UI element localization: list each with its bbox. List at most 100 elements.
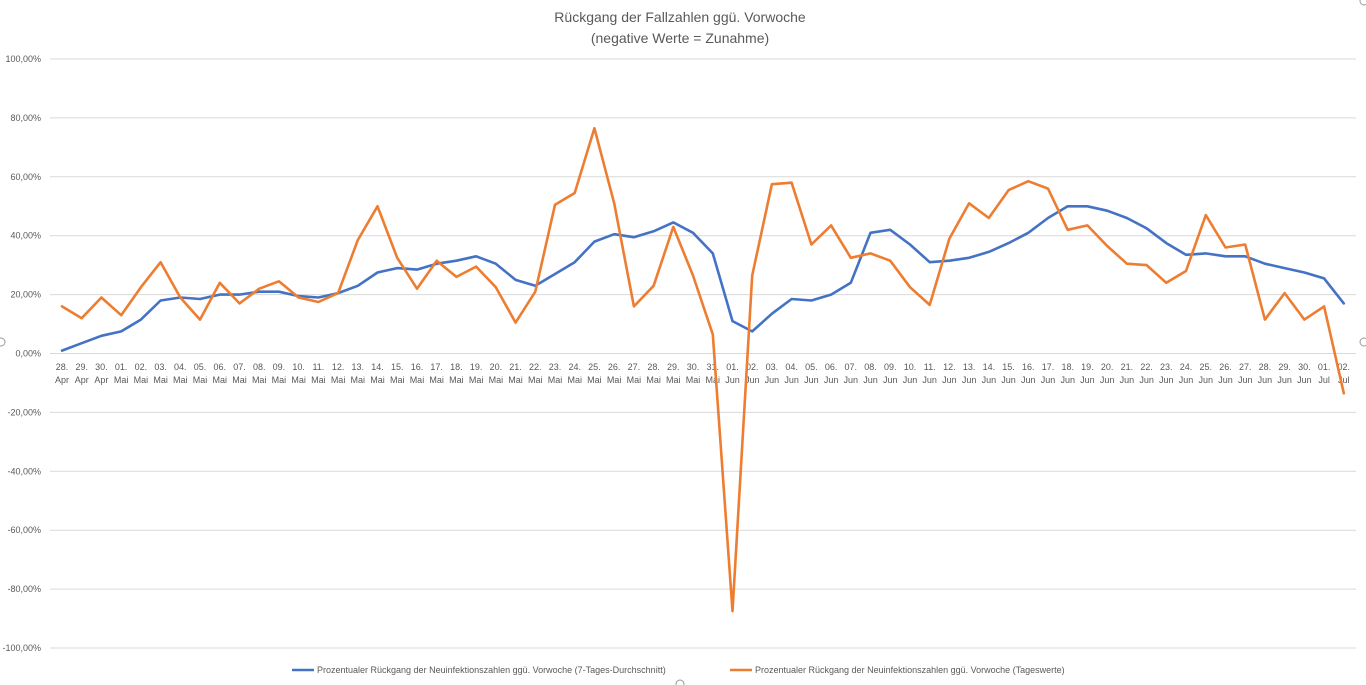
resize-handle-bottom[interactable] (675, 679, 685, 685)
x-tick-label-month: Mai (193, 375, 208, 385)
x-tick-label-month: Jun (1199, 375, 1214, 385)
x-tick-label-day: 28. (56, 362, 69, 372)
x-tick-label-month: Jun (1277, 375, 1292, 385)
x-tick-label-month: Jun (1238, 375, 1253, 385)
resize-handle-left[interactable] (0, 337, 6, 347)
x-tick-label-day: 18. (1061, 362, 1074, 372)
x-tick-label-day: 23. (1160, 362, 1173, 372)
x-tick-label-day: 19. (1081, 362, 1094, 372)
x-tick-label-month: Mai (390, 375, 405, 385)
x-tick-label-day: 17. (1042, 362, 1055, 372)
x-tick-label-month: Mai (351, 375, 366, 385)
x-tick-label-day: 07. (845, 362, 858, 372)
x-tick-label-month: Jun (982, 375, 997, 385)
x-tick-label-month: Mai (646, 375, 661, 385)
x-tick-label-day: 24. (1180, 362, 1193, 372)
x-tick-label-month: Mai (587, 375, 602, 385)
x-tick-label-day: 04. (174, 362, 187, 372)
x-tick-label-month: Apr (75, 375, 89, 385)
x-tick-label-day: 22. (529, 362, 542, 372)
x-tick-label-month: Jun (962, 375, 977, 385)
x-tick-label-month: Jun (1100, 375, 1115, 385)
x-tick-label-month: Mai (232, 375, 247, 385)
x-tick-label-month: Jun (1001, 375, 1016, 385)
x-tick-label-day: 05. (805, 362, 818, 372)
x-tick-label-month: Jun (1179, 375, 1194, 385)
x-tick-label-day: 16. (1022, 362, 1035, 372)
x-tick-label-day: 27. (628, 362, 641, 372)
x-tick-label-month: Mai (489, 375, 504, 385)
x-tick-label-month: Jun (883, 375, 898, 385)
x-tick-label-month: Jun (725, 375, 740, 385)
x-tick-label-day: 12. (943, 362, 956, 372)
x-tick-label-month: Jun (903, 375, 918, 385)
x-tick-label-day: 12. (332, 362, 345, 372)
x-tick-label-month: Mai (410, 375, 425, 385)
x-tick-label-month: Jul (1318, 375, 1330, 385)
y-tick-label: -80,00% (7, 584, 41, 594)
x-tick-label-month: Mai (114, 375, 129, 385)
x-tick-label-month: Mai (627, 375, 642, 385)
x-tick-label-month: Mai (134, 375, 149, 385)
x-tick-label-day: 25. (1200, 362, 1213, 372)
x-tick-label-month: Mai (528, 375, 543, 385)
x-tick-label-month: Mai (311, 375, 326, 385)
x-tick-label-day: 01. (1318, 362, 1331, 372)
x-tick-label-month: Mai (331, 375, 346, 385)
x-tick-label-day: 22. (1140, 362, 1153, 372)
resize-handle-top-right[interactable] (1359, 0, 1366, 6)
x-tick-label-day: 15. (1002, 362, 1015, 372)
x-tick-label-day: 14. (371, 362, 384, 372)
x-tick-label-month: Jun (863, 375, 878, 385)
x-tick-label-day: 24. (568, 362, 581, 372)
x-tick-label-day: 29. (667, 362, 680, 372)
x-tick-label-day: 18. (450, 362, 463, 372)
x-tick-label-day: 28. (647, 362, 660, 372)
x-tick-label-day: 03. (154, 362, 167, 372)
chart-title: Rückgang der Fallzahlen ggü. Vorwoche (554, 9, 806, 25)
y-tick-label: 60,00% (10, 172, 41, 182)
chart-subtitle: (negative Werte = Zunahme) (591, 30, 769, 46)
y-tick-label: -20,00% (7, 407, 41, 417)
x-tick-label-day: 02. (746, 362, 759, 372)
x-tick-label-day: 10. (292, 362, 305, 372)
legend-label-1: Prozentualer Rückgang der Neuinfektionsz… (317, 665, 666, 675)
x-tick-label-month: Mai (548, 375, 563, 385)
x-tick-label-day: 17. (430, 362, 443, 372)
x-tick-label-month: Jun (1021, 375, 1036, 385)
legend: Prozentualer Rückgang der Neuinfektionsz… (292, 665, 1065, 675)
x-tick-label-month: Jun (922, 375, 937, 385)
x-tick-label-month: Mai (666, 375, 681, 385)
x-tick-label-day: 27. (1239, 362, 1252, 372)
x-tick-label-month: Mai (252, 375, 267, 385)
x-tick-label-month: Jun (942, 375, 957, 385)
x-tick-label-month: Mai (449, 375, 464, 385)
resize-handle-right[interactable] (1359, 337, 1366, 347)
x-tick-label-month: Mai (429, 375, 444, 385)
x-tick-label-day: 15. (391, 362, 404, 372)
x-tick-label-month: Mai (469, 375, 484, 385)
x-tick-label-day: 30. (1298, 362, 1311, 372)
x-tick-label-day: 05. (194, 362, 207, 372)
x-tick-label-day: 13. (963, 362, 976, 372)
x-tick-label-month: Mai (370, 375, 385, 385)
x-tick-label-day: 28. (1259, 362, 1272, 372)
x-tick-label-month: Jun (1159, 375, 1174, 385)
x-tick-label-day: 29. (75, 362, 88, 372)
x-tick-label-day: 06. (214, 362, 227, 372)
y-axis: 100,00% 80,00% 60,00% 40,00% 20,00% 0,00% -20,… (2, 54, 41, 653)
x-tick-label-day: 10. (904, 362, 917, 372)
x-tick-label-day: 21. (509, 362, 522, 372)
x-tick-label-month: Jul (1338, 375, 1350, 385)
x-tick-label-month: Mai (173, 375, 188, 385)
x-tick-label-month: Jun (765, 375, 780, 385)
x-tick-label-day: 29. (1278, 362, 1291, 372)
x-tick-label-month: Mai (706, 375, 721, 385)
x-tick-label-month: Jun (745, 375, 760, 385)
series-line-1 (60, 205, 1346, 352)
x-tick-label-day: 21. (1121, 362, 1134, 372)
x-tick-label-day: 30. (95, 362, 108, 372)
x-tick-label-month: Mai (607, 375, 622, 385)
x-tick-label-day: 31. (707, 362, 720, 372)
